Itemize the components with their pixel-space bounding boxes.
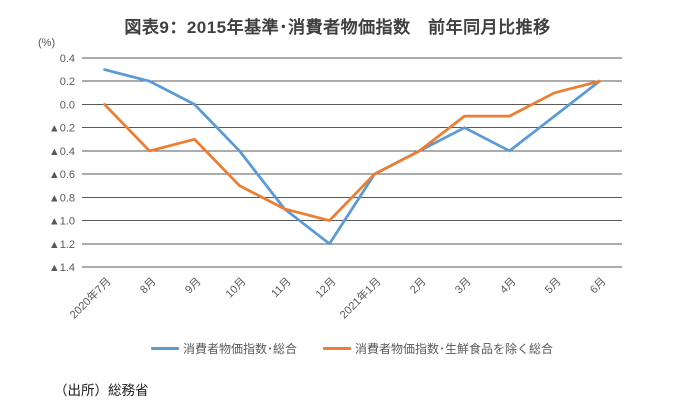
x-tick-label: 4月 bbox=[498, 276, 519, 297]
y-tick-label: ▲1.2 bbox=[49, 239, 75, 251]
y-tick-label: ▲1.0 bbox=[49, 216, 75, 228]
x-tick-label: 2月 bbox=[408, 276, 429, 297]
y-tick-label: 0.2 bbox=[60, 76, 75, 88]
x-tick-label: 8月 bbox=[138, 276, 159, 297]
legend-line-sample-blue bbox=[150, 347, 179, 350]
x-tick-label: 9月 bbox=[183, 276, 204, 297]
y-tick-label: 0.4 bbox=[60, 53, 75, 65]
line-chart-canvas: 0.40.20.0▲0.2▲0.4▲0.6▲0.8▲1.0▲1.2▲1.4202… bbox=[49, 53, 622, 321]
legend-label-cpi-all: 消費者物価指数･総合 bbox=[182, 342, 297, 356]
legend-item-cpi-ex-fresh-food: 消費者物価指数･生鮮食品を除く総合 bbox=[323, 340, 553, 357]
series-line-0 bbox=[103, 68, 601, 246]
y-tick-label: ▲0.4 bbox=[49, 146, 75, 158]
chart-title: 図表9：2015年基準･消費者物価指数 前年同月比推移 bbox=[124, 18, 551, 37]
x-tick-label: 2020年7月 bbox=[67, 274, 114, 321]
y-tick-label: ▲0.6 bbox=[49, 169, 75, 181]
y-axis-unit-label: (%) bbox=[38, 37, 56, 49]
legend-label-cpi-ex-fresh-food: 消費者物価指数･生鮮食品を除く総合 bbox=[355, 342, 554, 356]
x-tick-label: 12月 bbox=[314, 276, 339, 301]
y-tick-label: ▲1.4 bbox=[49, 262, 75, 274]
x-tick-label: 5月 bbox=[543, 276, 564, 297]
chart-legend: 消費者物価指数･総合 消費者物価指数･生鮮食品を除く総合 bbox=[82, 340, 622, 357]
x-tick-label: 10月 bbox=[224, 276, 249, 301]
x-tick-label: 3月 bbox=[453, 276, 474, 297]
x-tick-label: 2021年1月 bbox=[337, 274, 384, 321]
series-line-1 bbox=[103, 79, 601, 222]
source-note: （出所）総務省 bbox=[54, 383, 149, 398]
y-tick-label: 0.0 bbox=[60, 99, 75, 111]
y-tick-label: ▲0.8 bbox=[49, 192, 75, 204]
x-tick-label: 11月 bbox=[269, 276, 293, 300]
legend-item-cpi-all: 消費者物価指数･総合 bbox=[150, 340, 297, 357]
x-tick-label: 6月 bbox=[588, 276, 609, 297]
y-tick-label: ▲0.2 bbox=[49, 123, 75, 135]
legend-line-sample-orange bbox=[323, 347, 351, 350]
